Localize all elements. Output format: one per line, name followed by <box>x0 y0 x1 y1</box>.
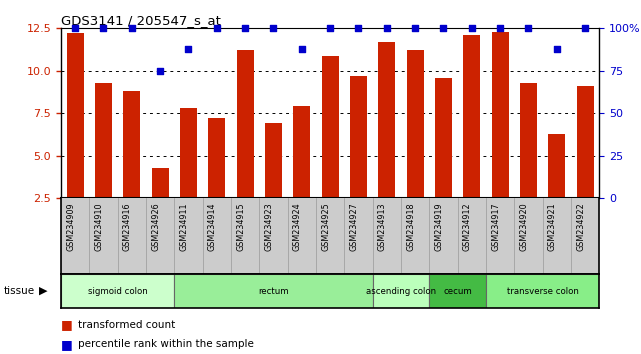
Text: GSM234924: GSM234924 <box>293 202 302 251</box>
Text: transformed count: transformed count <box>78 320 176 330</box>
Bar <box>406 50 424 198</box>
Text: ■: ■ <box>61 319 72 331</box>
Point <box>580 25 590 31</box>
Text: GSM234923: GSM234923 <box>265 202 274 251</box>
Text: GSM234911: GSM234911 <box>179 202 188 251</box>
Point <box>183 46 194 52</box>
Bar <box>429 274 486 308</box>
Text: ▶: ▶ <box>39 286 48 296</box>
Point <box>297 46 307 52</box>
Bar <box>151 168 169 198</box>
Point <box>98 25 108 31</box>
Bar <box>237 50 254 198</box>
Bar <box>174 274 372 308</box>
Text: GSM234914: GSM234914 <box>208 202 217 251</box>
Bar <box>372 274 429 308</box>
Text: GSM234912: GSM234912 <box>463 202 472 251</box>
Point <box>325 25 335 31</box>
Point <box>212 25 222 31</box>
Point <box>495 25 505 31</box>
Text: GSM234926: GSM234926 <box>151 202 160 251</box>
Bar <box>67 33 83 198</box>
Text: percentile rank within the sample: percentile rank within the sample <box>78 339 254 349</box>
Bar <box>61 274 174 308</box>
Bar <box>520 83 537 198</box>
Bar <box>378 42 395 198</box>
Point <box>240 25 250 31</box>
Point <box>467 25 477 31</box>
Text: GSM234916: GSM234916 <box>122 202 132 251</box>
Point <box>381 25 392 31</box>
Text: GSM234913: GSM234913 <box>378 202 387 251</box>
Bar <box>322 56 338 198</box>
Bar <box>548 134 565 198</box>
Text: cecum: cecum <box>444 287 472 296</box>
Text: GSM234927: GSM234927 <box>349 202 358 251</box>
Bar <box>486 274 599 308</box>
Bar <box>208 118 225 198</box>
Point <box>127 25 137 31</box>
Text: GSM234920: GSM234920 <box>519 202 528 251</box>
Text: GSM234915: GSM234915 <box>236 202 245 251</box>
Point <box>155 68 165 74</box>
Point <box>438 25 449 31</box>
Point <box>353 25 363 31</box>
Point <box>269 25 279 31</box>
Text: GSM234910: GSM234910 <box>94 202 103 251</box>
Point <box>523 25 533 31</box>
Text: GSM234909: GSM234909 <box>66 202 75 251</box>
Text: GSM234922: GSM234922 <box>576 202 585 251</box>
Bar <box>265 124 282 198</box>
Text: rectum: rectum <box>258 287 288 296</box>
Text: GSM234919: GSM234919 <box>435 202 444 251</box>
Point <box>552 46 562 52</box>
Bar <box>123 91 140 198</box>
Text: transverse colon: transverse colon <box>507 287 579 296</box>
Text: GSM234925: GSM234925 <box>321 202 330 251</box>
Text: ascending colon: ascending colon <box>366 287 436 296</box>
Text: sigmoid colon: sigmoid colon <box>88 287 147 296</box>
Bar <box>492 32 509 198</box>
Text: GSM234921: GSM234921 <box>548 202 557 251</box>
Bar <box>350 76 367 198</box>
Text: GDS3141 / 205547_s_at: GDS3141 / 205547_s_at <box>61 14 221 27</box>
Point <box>70 25 80 31</box>
Bar <box>95 83 112 198</box>
Bar <box>294 107 310 198</box>
Bar <box>577 86 594 198</box>
Bar <box>463 35 480 198</box>
Bar <box>180 108 197 198</box>
Point <box>410 25 420 31</box>
Bar <box>435 78 452 198</box>
Text: GSM234918: GSM234918 <box>406 202 415 251</box>
Text: ■: ■ <box>61 338 72 350</box>
Text: tissue: tissue <box>3 286 35 296</box>
Text: GSM234917: GSM234917 <box>491 202 500 251</box>
